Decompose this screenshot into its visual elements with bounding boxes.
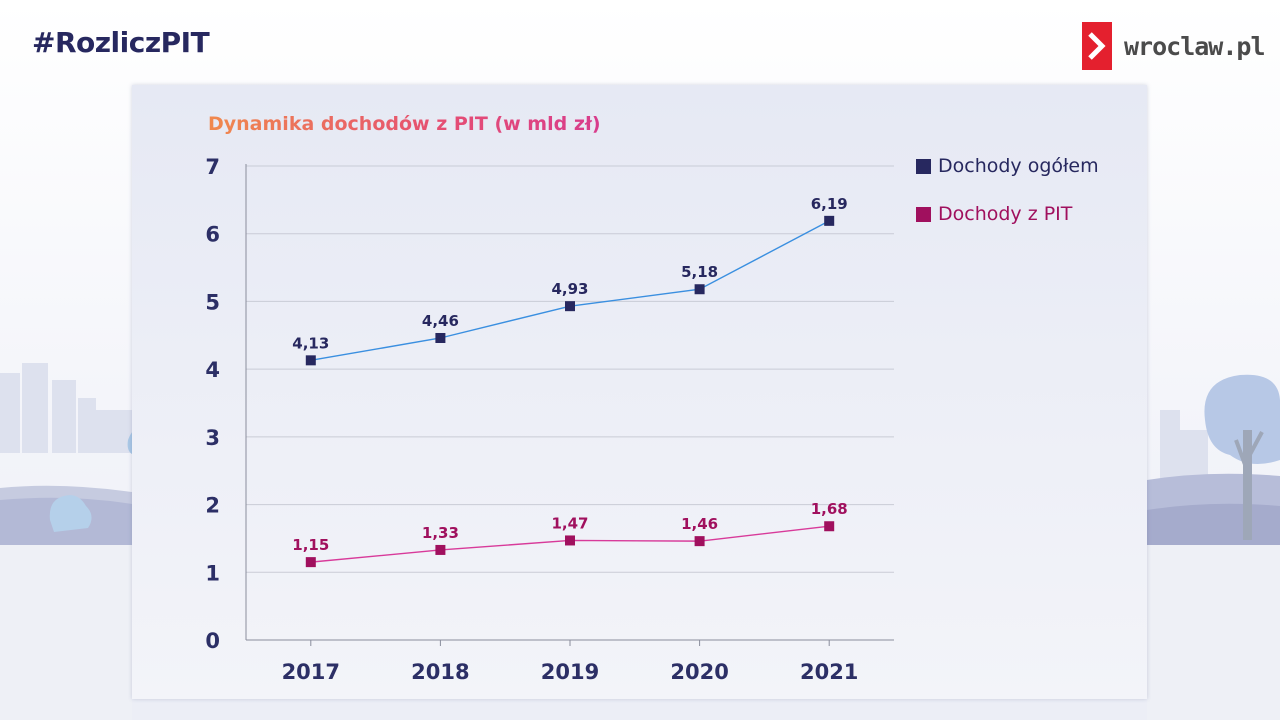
data-label: 1,68	[811, 500, 848, 518]
y-tick-label: 4	[205, 358, 220, 382]
y-tick-label: 7	[205, 155, 220, 179]
data-label: 4,93	[551, 280, 588, 298]
legend-item-pit: Dochody z PIT	[916, 202, 1099, 226]
chart-legend: Dochody ogółem Dochody z PIT	[916, 154, 1099, 250]
x-tick-label: 2018	[411, 660, 469, 684]
legend-label-total: Dochody ogółem	[938, 155, 1099, 177]
y-tick-label: 3	[205, 426, 220, 450]
data-label: 6,19	[811, 195, 848, 213]
data-label: 1,15	[292, 536, 329, 554]
hashtag-title: #RozliczPIT	[32, 26, 210, 59]
legend-swatch-total	[916, 158, 931, 174]
data-label: 4,46	[422, 312, 459, 330]
y-tick-label: 5	[205, 290, 220, 314]
data-point	[694, 284, 705, 295]
y-tick-label: 6	[205, 223, 220, 247]
logo-chevron-icon	[1082, 22, 1112, 70]
data-point	[824, 215, 835, 226]
legend-label-pit: Dochody z PIT	[938, 203, 1073, 225]
data-point	[694, 536, 705, 547]
x-tick-label: 2021	[800, 660, 858, 684]
legend-item-total: Dochody ogółem	[916, 154, 1099, 178]
chart-title: Dynamika dochodów z PIT (w mld zł)	[208, 113, 601, 135]
data-label: 1,33	[422, 524, 459, 542]
x-tick-label: 2020	[670, 660, 728, 684]
data-point	[305, 557, 316, 568]
data-label: 5,18	[681, 263, 718, 281]
x-tick-label: 2017	[282, 660, 340, 684]
data-point	[435, 544, 446, 555]
data-point	[824, 521, 835, 532]
chart-card: Dynamika dochodów z PIT (w mld zł) 0 1 2 3 4…	[132, 85, 1147, 699]
y-tick-label: 2	[205, 494, 220, 518]
data-point	[565, 535, 575, 546]
data-label: 1,47	[551, 514, 588, 532]
data-point	[565, 301, 575, 312]
legend-swatch-pit	[916, 206, 931, 222]
line-chart: 0 1 2 3 4 5 6 7 2017 2018 2019 2020 2021 4,13 4,46 4,93…	[205, 155, 894, 684]
wroclaw-logo[interactable]: wroclaw.pl	[1082, 22, 1266, 70]
x-tick-label: 2019	[541, 660, 599, 684]
logo-text: wroclaw.pl	[1124, 31, 1266, 61]
y-tick-label: 0	[205, 629, 220, 653]
data-point	[305, 355, 316, 366]
data-label: 4,13	[292, 334, 329, 352]
data-label: 1,46	[681, 515, 718, 533]
data-point	[435, 332, 446, 343]
y-tick-label: 1	[205, 561, 220, 585]
